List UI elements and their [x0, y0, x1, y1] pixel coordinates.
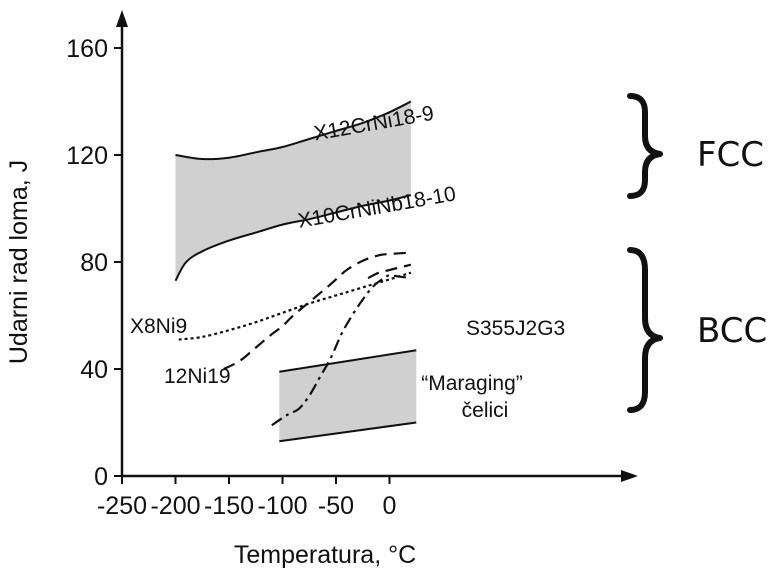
- x-tick-label: -150: [204, 492, 254, 520]
- bcc-label: BCC: [697, 311, 767, 351]
- series-label-12ni19: 12Ni19: [164, 365, 231, 388]
- series-label-s355j2g3: S355J2G3: [466, 317, 565, 340]
- y-axis-arrow: [116, 10, 128, 27]
- band-1-upper-line: [279, 349, 417, 373]
- series-layer: [178, 251, 412, 427]
- y-tick-label: 160: [66, 35, 108, 63]
- x-tick-label: -200: [150, 492, 200, 520]
- band-0-upper-line: [175, 100, 412, 161]
- band-0-lower-line: [174, 194, 412, 282]
- x-tick-label: -50: [318, 492, 354, 520]
- ticks-layer: -250 -200 -150 -100 -50 0 0 40 80 120 160: [66, 35, 396, 520]
- y-axis-title: Udarni rad loma, J: [5, 160, 33, 364]
- series-line-12ni19: [223, 251, 411, 370]
- x-axis-title: Temperatura, °C: [234, 541, 416, 569]
- band-label-celici: čelici: [462, 399, 509, 422]
- x-tick-label: 0: [383, 492, 397, 520]
- x-axis-arrow: [621, 470, 638, 482]
- fcc-brace: [627, 93, 663, 199]
- band-1-fill: [279, 350, 417, 442]
- x-tick-label: -100: [257, 492, 307, 520]
- y-tick-label: 0: [94, 463, 108, 491]
- series-line-s355j2g3: [271, 274, 412, 427]
- bands-layer: [174, 100, 417, 443]
- y-tick-label: 80: [80, 249, 108, 277]
- x-tick-label: -250: [97, 492, 147, 520]
- series-line-extra-0: [367, 263, 412, 280]
- bcc-brace: [627, 247, 663, 413]
- band-label-maraging: “Maraging”: [421, 372, 523, 395]
- y-tick-label: 40: [80, 356, 108, 384]
- band-1-lower-line: [279, 421, 417, 443]
- series-label-x8ni9: X8Ni9: [130, 315, 187, 338]
- fcc-label: FCC: [697, 135, 764, 175]
- band-0-fill: [175, 101, 411, 281]
- y-tick-label: 120: [66, 142, 108, 170]
